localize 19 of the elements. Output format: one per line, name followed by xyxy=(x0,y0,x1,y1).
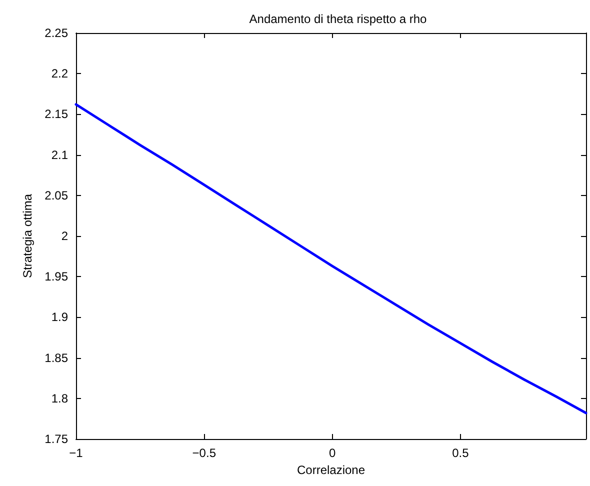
y-tick-label: 1.9 xyxy=(51,310,68,324)
x-tick-label: −0.5 xyxy=(192,446,216,460)
y-tick-label: 2 xyxy=(61,229,68,243)
y-tick-label: 1.8 xyxy=(51,391,68,406)
y-tick-label: 2.15 xyxy=(44,107,68,122)
chart-title: Andamento di theta rispetto a rho xyxy=(249,12,428,26)
y-tick-label: 1.95 xyxy=(44,270,68,284)
x-axis-title: Correlazione xyxy=(296,462,366,477)
y-tick-label: 2.1 xyxy=(51,148,68,162)
x-tick-label: 0 xyxy=(328,446,336,460)
y-tick-label: 2.05 xyxy=(44,188,68,202)
y-tick-label: 1.75 xyxy=(44,432,68,446)
y-axis-title: Strategia ottima xyxy=(20,194,35,278)
y-tick-label: 2.25 xyxy=(44,26,68,40)
y-tick-label: 2.2 xyxy=(51,66,68,81)
x-tick-label: 0.5 xyxy=(452,446,470,460)
y-tick-label: 1.85 xyxy=(44,350,68,365)
line-series xyxy=(74,103,588,414)
x-tick-label: −1 xyxy=(69,446,84,460)
